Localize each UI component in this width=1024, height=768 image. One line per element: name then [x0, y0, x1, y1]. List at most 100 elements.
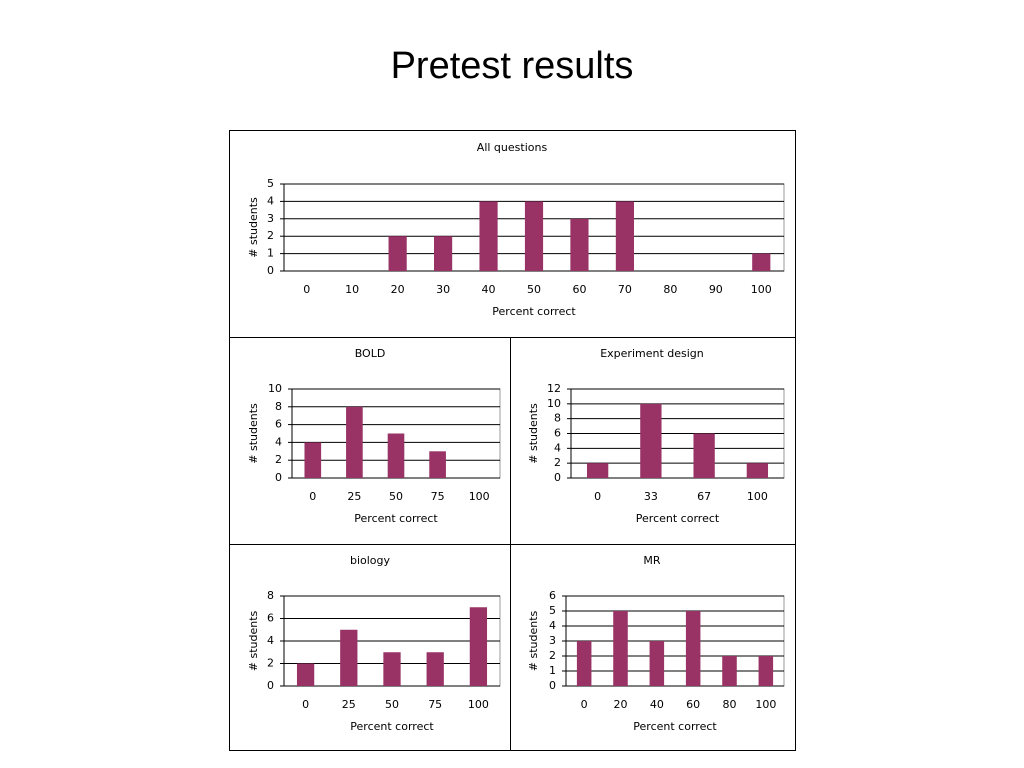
y-axis-label: # students: [247, 197, 260, 258]
y-tick-label: 0: [554, 471, 561, 484]
chart-title: Experiment design: [600, 347, 704, 360]
y-tick-label: 10: [547, 397, 561, 410]
y-tick-label: 1: [549, 664, 556, 677]
y-tick-label: 4: [267, 194, 274, 207]
bar: [426, 652, 444, 686]
y-tick-label: 1: [267, 247, 274, 260]
bar: [722, 656, 737, 686]
bar: [693, 433, 715, 478]
x-axis-label: Percent correct: [354, 512, 438, 525]
y-tick-label: 8: [275, 400, 282, 413]
bar: [586, 463, 609, 478]
bar: [304, 442, 322, 478]
bar: [746, 463, 769, 478]
x-tick-label: 100: [469, 490, 490, 503]
x-tick-label: 40: [482, 283, 496, 296]
slide-title: Pretest results: [391, 45, 634, 87]
bar: [758, 656, 774, 686]
x-tick-label: 80: [723, 698, 737, 711]
y-tick-label: 12: [547, 382, 561, 395]
y-tick-label: 6: [549, 589, 556, 602]
y-tick-label: 2: [275, 453, 282, 466]
y-tick-label: 6: [275, 418, 282, 431]
x-tick-label: 10: [345, 283, 359, 296]
y-tick-label: 10: [268, 382, 282, 395]
chart-title: biology: [350, 554, 391, 567]
bar: [685, 611, 701, 686]
x-axis-label: Percent correct: [350, 720, 434, 733]
x-tick-label: 20: [391, 283, 405, 296]
bar: [383, 652, 401, 686]
x-axis-label: Percent correct: [636, 512, 720, 525]
y-axis-label: # students: [247, 403, 260, 464]
x-tick-label: 75: [428, 698, 442, 711]
bar: [479, 201, 498, 271]
x-tick-label: 50: [389, 490, 403, 503]
bar: [576, 641, 592, 686]
x-tick-label: 0: [302, 698, 309, 711]
x-tick-label: 0: [309, 490, 316, 503]
bar: [649, 641, 665, 686]
bar: [296, 663, 315, 686]
chart-title: MR: [643, 554, 660, 567]
x-tick-label: 0: [303, 283, 310, 296]
x-tick-label: 60: [686, 698, 700, 711]
x-tick-label: 60: [572, 283, 586, 296]
bar: [429, 451, 446, 478]
x-tick-label: 25: [347, 490, 361, 503]
y-tick-label: 6: [554, 427, 561, 440]
y-tick-label: 5: [549, 604, 556, 617]
y-tick-label: 5: [267, 177, 274, 190]
x-tick-label: 40: [650, 698, 664, 711]
chart-title: BOLD: [355, 347, 386, 360]
x-tick-label: 50: [385, 698, 399, 711]
y-tick-label: 4: [554, 441, 561, 454]
x-tick-label: 80: [663, 283, 677, 296]
y-tick-label: 0: [267, 679, 274, 692]
x-tick-label: 100: [751, 283, 772, 296]
x-tick-label: 0: [581, 698, 588, 711]
bar: [613, 611, 628, 686]
bar: [340, 629, 358, 686]
bar: [387, 433, 405, 478]
y-tick-label: 6: [267, 612, 274, 625]
bar: [434, 236, 453, 271]
x-axis-label: Percent correct: [492, 305, 576, 318]
bar: [570, 218, 589, 271]
y-tick-label: 2: [549, 649, 556, 662]
y-axis-label: # students: [527, 610, 540, 671]
x-tick-label: 100: [755, 698, 776, 711]
bar: [469, 607, 488, 686]
y-tick-label: 0: [549, 679, 556, 692]
y-axis-label: # students: [527, 403, 540, 464]
y-tick-label: 4: [275, 435, 282, 448]
x-tick-label: 20: [614, 698, 628, 711]
y-tick-label: 2: [554, 456, 561, 469]
y-tick-label: 4: [549, 619, 556, 632]
y-tick-label: 8: [554, 412, 561, 425]
bar: [640, 403, 662, 478]
bar: [524, 201, 544, 271]
x-tick-label: 50: [527, 283, 541, 296]
y-tick-label: 2: [267, 229, 274, 242]
y-tick-label: 0: [267, 264, 274, 277]
chart-title: All questions: [477, 141, 548, 154]
x-tick-label: 0: [594, 490, 601, 503]
x-tick-label: 100: [747, 490, 768, 503]
x-tick-label: 67: [697, 490, 711, 503]
bar: [752, 253, 771, 271]
x-tick-label: 70: [618, 283, 632, 296]
x-tick-label: 25: [342, 698, 356, 711]
y-tick-label: 8: [267, 589, 274, 602]
x-tick-label: 100: [468, 698, 489, 711]
panel-frame: [229, 130, 796, 751]
y-tick-label: 3: [267, 212, 274, 225]
y-axis-label: # students: [247, 610, 260, 671]
bar: [388, 236, 407, 271]
x-tick-label: 30: [436, 283, 450, 296]
x-tick-label: 33: [644, 490, 658, 503]
y-tick-label: 3: [549, 634, 556, 647]
bar: [346, 406, 363, 478]
